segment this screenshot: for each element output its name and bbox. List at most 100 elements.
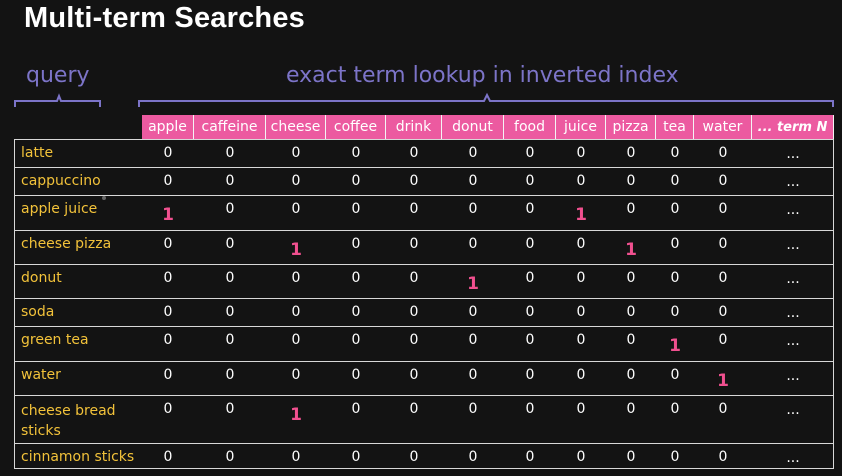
matrix-cell: 0 bbox=[409, 173, 419, 189]
query-cell-line: cheese bread bbox=[21, 403, 116, 419]
matrix-cell: 0 bbox=[670, 270, 680, 286]
matrix-cell: 0 bbox=[718, 173, 728, 189]
matrix-cell: 0 bbox=[670, 145, 680, 161]
query-cell: cinnamon sticks bbox=[21, 449, 135, 465]
matrix-cell: 0 bbox=[670, 304, 680, 320]
table-body bbox=[14, 139, 834, 469]
matrix-cell: 0 bbox=[225, 401, 235, 417]
matrix-cell: 1 bbox=[625, 240, 637, 260]
matrix-cell: 0 bbox=[626, 145, 636, 161]
matrix-cell: ... bbox=[786, 333, 800, 349]
query-cell: soda bbox=[21, 304, 55, 320]
matrix-cell: 0 bbox=[351, 201, 361, 217]
matrix-cell: 0 bbox=[576, 304, 586, 320]
query-cell: apple juice bbox=[21, 201, 98, 217]
table-row bbox=[14, 326, 834, 361]
column-header-2: caffeine bbox=[194, 115, 266, 139]
table-row bbox=[14, 195, 834, 230]
matrix-cell: 0 bbox=[718, 304, 728, 320]
query-cell: donut bbox=[21, 270, 62, 286]
query-label: query bbox=[26, 63, 90, 88]
matrix-cell: 0 bbox=[576, 367, 586, 383]
matrix-cell: 0 bbox=[291, 367, 301, 383]
matrix-cell: 0 bbox=[351, 236, 361, 252]
matrix-cell: 0 bbox=[626, 173, 636, 189]
matrix-cell: 0 bbox=[225, 332, 235, 348]
matrix-cell: ... bbox=[786, 305, 800, 321]
matrix-cell: 0 bbox=[291, 173, 301, 189]
matrix-cell: 0 bbox=[468, 332, 478, 348]
query-cell: water bbox=[21, 367, 61, 383]
matrix-cell: 0 bbox=[351, 145, 361, 161]
query-cell: latte bbox=[21, 145, 54, 161]
matrix-cell: ... bbox=[786, 202, 800, 218]
matrix-cell: 0 bbox=[468, 201, 478, 217]
matrix-cell: 0 bbox=[409, 449, 419, 465]
matrix-cell: 0 bbox=[525, 173, 535, 189]
matrix-cell: 0 bbox=[225, 236, 235, 252]
column-header-6: donut bbox=[442, 115, 504, 139]
column-header-8: juice bbox=[556, 115, 606, 139]
matrix-cell: 0 bbox=[409, 401, 419, 417]
matrix-cell: 1 bbox=[467, 274, 479, 294]
matrix-cell: ... bbox=[786, 450, 800, 466]
matrix-cell: ... bbox=[786, 174, 800, 190]
slide-title: Multi-term Searches bbox=[24, 2, 305, 34]
matrix-cell: 0 bbox=[291, 304, 301, 320]
matrix-cell: 0 bbox=[351, 270, 361, 286]
matrix-cell: 0 bbox=[626, 270, 636, 286]
matrix-cell: 0 bbox=[351, 332, 361, 348]
lookup-label: exact term lookup in inverted index bbox=[286, 63, 679, 88]
matrix-cell: 0 bbox=[225, 145, 235, 161]
matrix-cell: 0 bbox=[576, 332, 586, 348]
matrix-cell: 0 bbox=[525, 145, 535, 161]
matrix-cell: 0 bbox=[670, 449, 680, 465]
matrix-cell: 0 bbox=[225, 201, 235, 217]
matrix-cell: 0 bbox=[351, 367, 361, 383]
matrix-cell: 0 bbox=[225, 304, 235, 320]
matrix-cell: 0 bbox=[409, 304, 419, 320]
matrix-cell: 1 bbox=[575, 205, 587, 225]
column-header-10: tea bbox=[656, 115, 694, 139]
matrix-cell: 1 bbox=[717, 371, 729, 391]
lookup-brace bbox=[138, 92, 834, 107]
matrix-cell: 0 bbox=[409, 201, 419, 217]
matrix-cell: 0 bbox=[351, 449, 361, 465]
matrix-cell: 0 bbox=[468, 367, 478, 383]
matrix-cell: 0 bbox=[525, 401, 535, 417]
matrix-cell: 0 bbox=[468, 401, 478, 417]
matrix-cell: 0 bbox=[409, 236, 419, 252]
matrix-cell: 0 bbox=[409, 332, 419, 348]
matrix-cell: 0 bbox=[718, 201, 728, 217]
matrix-cell: 0 bbox=[670, 173, 680, 189]
matrix-cell: 0 bbox=[718, 270, 728, 286]
column-header-5: drink bbox=[386, 115, 442, 139]
matrix-cell: 0 bbox=[225, 270, 235, 286]
matrix-cell: 0 bbox=[670, 236, 680, 252]
matrix-cell: 0 bbox=[163, 145, 173, 161]
matrix-cell: 0 bbox=[718, 449, 728, 465]
mouse-cursor bbox=[102, 196, 106, 200]
matrix-cell: ... bbox=[786, 146, 800, 162]
query-brace bbox=[14, 93, 101, 107]
matrix-cell: 0 bbox=[576, 145, 586, 161]
matrix-cell: 0 bbox=[525, 449, 535, 465]
query-cell: green tea bbox=[21, 332, 89, 348]
matrix-cell: 0 bbox=[351, 304, 361, 320]
matrix-cell: 0 bbox=[626, 401, 636, 417]
matrix-cell: 0 bbox=[718, 332, 728, 348]
matrix-cell: 0 bbox=[525, 367, 535, 383]
matrix-cell: 0 bbox=[163, 270, 173, 286]
matrix-cell: 0 bbox=[225, 173, 235, 189]
query-cell: cheese bread sticks bbox=[21, 401, 116, 441]
matrix-cell: 0 bbox=[468, 236, 478, 252]
matrix-cell: 0 bbox=[576, 236, 586, 252]
matrix-cell: 0 bbox=[409, 270, 419, 286]
matrix-cell: 0 bbox=[525, 236, 535, 252]
table-row bbox=[14, 361, 834, 395]
table-row bbox=[14, 167, 834, 195]
matrix-cell: 0 bbox=[291, 449, 301, 465]
matrix-cell: 0 bbox=[670, 401, 680, 417]
query-cell: cappuccino bbox=[21, 173, 101, 189]
matrix-cell: 0 bbox=[351, 401, 361, 417]
